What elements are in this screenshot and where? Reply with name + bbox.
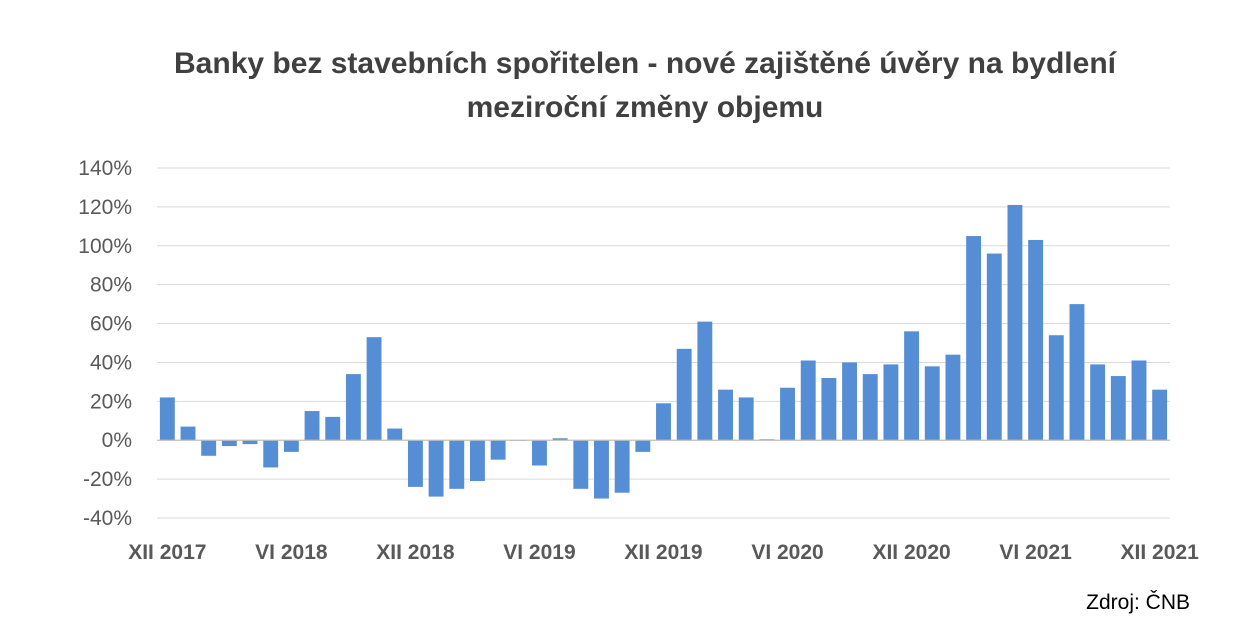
chart-title-line-1: Banky bez stavebních spořitelen - nové z…	[174, 47, 1118, 80]
bar	[1110, 376, 1126, 441]
bar	[635, 440, 651, 452]
bar	[800, 360, 816, 441]
chart-title-line-2: meziroční změny objemu	[467, 91, 824, 124]
bar	[966, 236, 982, 441]
y-tick-label: 100%	[78, 235, 132, 258]
bar	[1007, 204, 1023, 441]
bar	[201, 440, 217, 456]
x-tick-label: VI 2021	[999, 541, 1072, 564]
bar	[1131, 360, 1147, 441]
y-tick-label: 40%	[90, 351, 132, 374]
bar	[821, 378, 837, 441]
bar	[780, 387, 795, 441]
x-tick-label: VI 2020	[751, 541, 823, 564]
y-tick-label: 80%	[90, 274, 132, 297]
bar	[1069, 304, 1085, 441]
bar	[614, 440, 630, 493]
bar	[469, 440, 485, 482]
bar	[283, 440, 299, 452]
y-tick-label: 0%	[102, 429, 132, 452]
bar	[718, 389, 733, 441]
bar	[1152, 389, 1168, 441]
bar	[842, 362, 858, 441]
bars	[159, 204, 1168, 499]
bar	[697, 321, 713, 441]
y-tick-label: -20%	[83, 468, 132, 491]
y-tick-label: 60%	[90, 313, 132, 336]
x-tick-label: XII 2019	[624, 541, 702, 564]
x-tick-label: XII 2018	[376, 541, 455, 564]
bar	[428, 440, 444, 497]
bar	[594, 440, 609, 499]
x-tick-label: VI 2018	[255, 541, 328, 564]
bar	[304, 411, 320, 441]
bar	[490, 440, 506, 460]
source-note: Zdroj: ČNB	[1086, 591, 1190, 614]
bar	[656, 403, 671, 441]
bar	[159, 397, 175, 441]
bar	[221, 440, 237, 447]
x-axis: XII 2017 VI 2018 XII 2018 VI 2019 XII 2019 VI…	[128, 541, 1199, 564]
bar	[449, 440, 465, 489]
x-tick-label: VI 2019	[503, 541, 575, 564]
bar	[904, 331, 920, 441]
bar	[180, 426, 196, 441]
x-tick-label: XII 2017	[128, 541, 206, 564]
bar	[325, 416, 341, 441]
bar	[986, 253, 1002, 441]
bar	[862, 374, 878, 441]
bar	[1090, 364, 1106, 441]
y-tick-label: 120%	[78, 196, 132, 219]
bar	[738, 397, 754, 441]
grid	[157, 167, 1170, 519]
bar	[242, 440, 258, 445]
y-tick-label: -40%	[83, 507, 132, 530]
x-tick-label: XII 2021	[1121, 541, 1200, 564]
bar	[945, 354, 961, 441]
bar	[573, 440, 589, 489]
x-tick-label: XII 2020	[872, 541, 950, 564]
bar	[532, 440, 547, 466]
y-tick-label: 140%	[78, 157, 132, 180]
bar	[883, 364, 899, 441]
bar	[345, 374, 361, 441]
chart-title: Banky bez stavebních spořitelen - nové z…	[174, 47, 1118, 124]
bar	[1028, 239, 1044, 441]
bar	[263, 440, 279, 468]
bar	[1048, 335, 1064, 441]
bar	[676, 348, 692, 441]
y-tick-label: 20%	[90, 390, 132, 413]
bar	[552, 438, 568, 441]
y-axis: -40% -20% 0% 20% 40% 60% 80% 100% 120% 140%	[78, 157, 132, 530]
bar	[387, 428, 403, 441]
bar	[407, 440, 423, 487]
bar	[366, 337, 382, 441]
bar	[924, 366, 940, 441]
